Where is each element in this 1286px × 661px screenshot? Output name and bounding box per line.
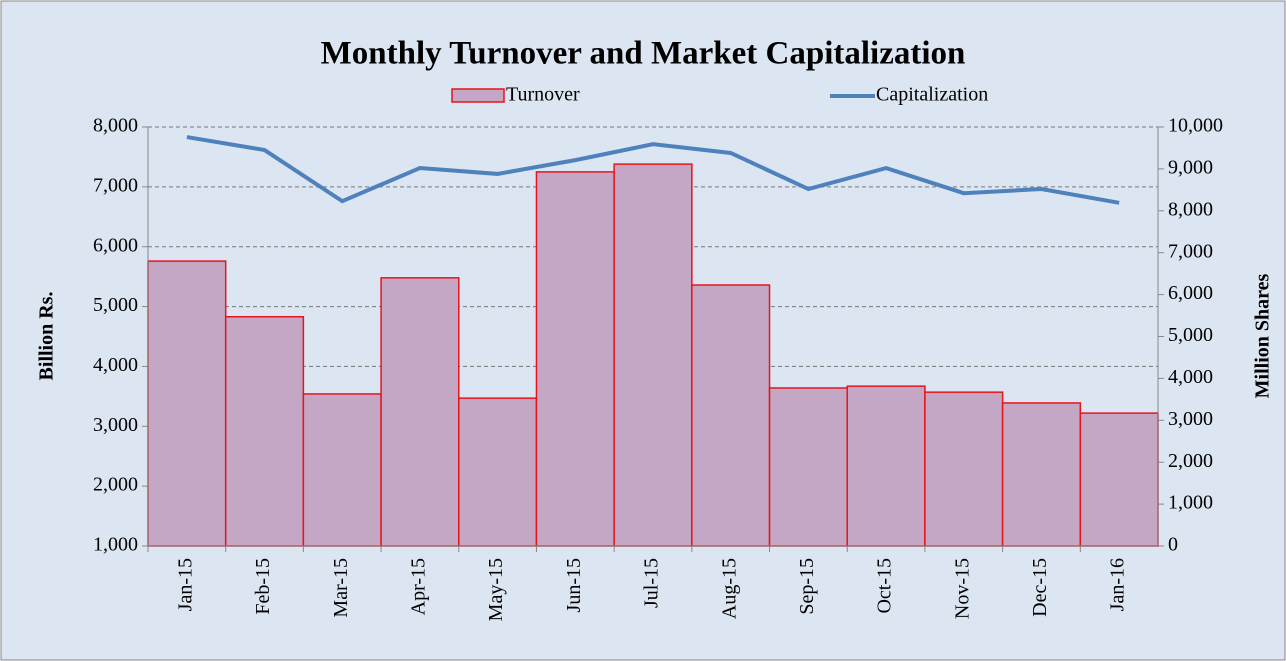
y2-tick-label: 6,000 bbox=[1168, 282, 1213, 304]
y2-axis-label: Million Shares bbox=[1252, 273, 1274, 398]
y-tick-label: 2,000 bbox=[93, 474, 138, 496]
bar bbox=[224, 315, 305, 547]
y-tick-label: 3,000 bbox=[93, 414, 138, 436]
x-tick-label: Feb-15 bbox=[252, 558, 274, 615]
bar bbox=[846, 385, 926, 547]
y-tick-label: 6,000 bbox=[93, 234, 138, 256]
bar bbox=[613, 163, 693, 547]
bar bbox=[147, 260, 227, 547]
bar bbox=[380, 277, 460, 547]
y-axis-label: Billion Rs. bbox=[36, 292, 58, 381]
y2-tick-label: 1,000 bbox=[1168, 492, 1213, 514]
x-tick-label: Jun-15 bbox=[563, 558, 585, 612]
y2-tick-label: 7,000 bbox=[1168, 240, 1213, 262]
y2-tick-label: 0 bbox=[1168, 534, 1178, 556]
x-tick-label: Apr-15 bbox=[408, 558, 430, 615]
legend-swatch bbox=[451, 88, 505, 103]
y-tick-label: 5,000 bbox=[93, 294, 138, 316]
x-tick-label: Aug-15 bbox=[718, 558, 740, 619]
bar bbox=[535, 171, 615, 547]
bar bbox=[302, 393, 382, 547]
chart-title: Monthly Turnover and Market Capitalizati… bbox=[321, 36, 966, 72]
y2-tick-label: 3,000 bbox=[1168, 408, 1213, 430]
y2-tick-label: 10,000 bbox=[1168, 115, 1223, 137]
bar bbox=[1079, 412, 1159, 547]
x-tick-label: Dec-15 bbox=[1029, 558, 1051, 617]
y-tick-label: 8,000 bbox=[93, 115, 138, 137]
line bbox=[186, 135, 1120, 205]
x-tick-label: May-15 bbox=[485, 558, 507, 621]
legend-label: Capitalization bbox=[876, 84, 988, 106]
y2-tick-label: 9,000 bbox=[1168, 156, 1213, 178]
x-tick-label: Jan-15 bbox=[174, 558, 196, 611]
x-tick-label: Jan-16 bbox=[1107, 558, 1129, 611]
bar bbox=[458, 397, 538, 547]
y2-tick-label: 2,000 bbox=[1168, 450, 1213, 472]
y2-tick-label: 8,000 bbox=[1168, 198, 1213, 220]
x-tick-label: Mar-15 bbox=[330, 558, 352, 618]
x-tick-label: Sep-15 bbox=[796, 558, 818, 615]
bar bbox=[691, 284, 771, 547]
y-tick-label: 7,000 bbox=[93, 174, 138, 196]
y2-tick-label: 5,000 bbox=[1168, 324, 1213, 346]
legend-label: Turnover bbox=[506, 84, 580, 106]
y2-tick-label: 4,000 bbox=[1168, 366, 1213, 388]
bar bbox=[768, 387, 848, 547]
x-tick-label: Oct-15 bbox=[874, 558, 896, 614]
x-tick-label: Nov-15 bbox=[951, 558, 973, 619]
bar bbox=[1001, 402, 1082, 547]
x-tick-label: Jul-15 bbox=[641, 558, 663, 608]
y-tick-label: 4,000 bbox=[93, 354, 138, 376]
y-tick-label: 1,000 bbox=[93, 534, 138, 556]
bar bbox=[924, 391, 1004, 547]
